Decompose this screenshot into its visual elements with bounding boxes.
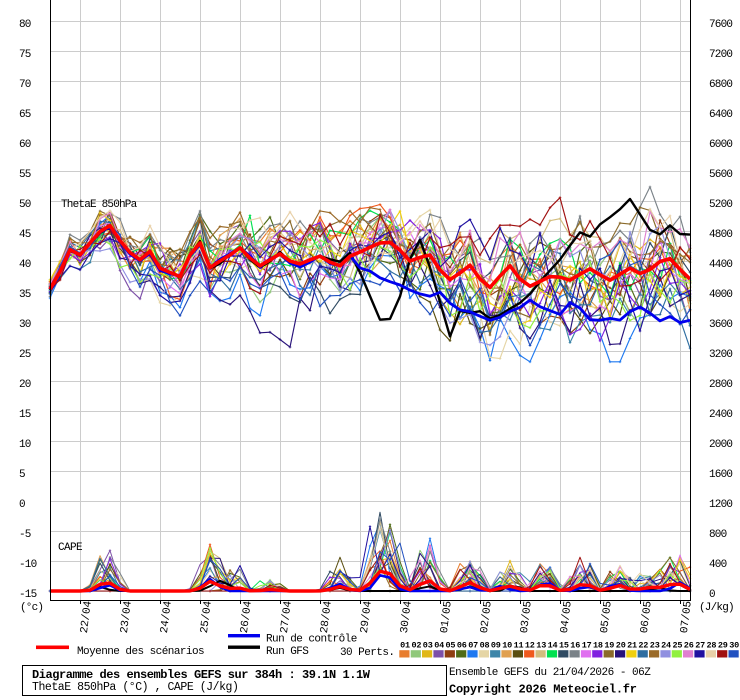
svg-text:17: 17 <box>582 641 592 651</box>
svg-text:60: 60 <box>19 139 31 151</box>
svg-text:20: 20 <box>616 641 626 651</box>
svg-text:22/04: 22/04 <box>79 600 95 634</box>
svg-text:05: 05 <box>446 641 456 651</box>
svg-text:14: 14 <box>548 641 558 651</box>
svg-text:03/05: 03/05 <box>519 601 535 634</box>
svg-text:28/04: 28/04 <box>319 600 335 634</box>
svg-text:04: 04 <box>434 641 444 651</box>
svg-text:15: 15 <box>559 641 569 651</box>
svg-text:22: 22 <box>638 641 648 651</box>
svg-text:5600: 5600 <box>709 169 732 181</box>
svg-text:Diagramme des ensembles GEFS s: Diagramme des ensembles GEFS sur 384h : … <box>32 668 371 682</box>
svg-text:ThetaE 850hPa: ThetaE 850hPa <box>61 199 138 211</box>
svg-text:35: 35 <box>19 289 31 301</box>
svg-text:80: 80 <box>19 19 31 31</box>
svg-text:3200: 3200 <box>709 349 732 361</box>
svg-text:21: 21 <box>627 641 637 651</box>
svg-text:6000: 6000 <box>709 139 732 151</box>
svg-text:01/05: 01/05 <box>439 601 455 634</box>
svg-text:05/05: 05/05 <box>599 601 615 634</box>
svg-text:07/05: 07/05 <box>679 601 695 634</box>
svg-text:6800: 6800 <box>709 79 732 91</box>
svg-text:29: 29 <box>718 641 728 651</box>
svg-text:06/05: 06/05 <box>639 601 655 634</box>
svg-text:2800: 2800 <box>709 379 732 391</box>
svg-text:Run GFS: Run GFS <box>266 646 309 658</box>
svg-text:07: 07 <box>468 641 478 651</box>
svg-text:4800: 4800 <box>709 229 732 241</box>
svg-text:10: 10 <box>502 641 512 651</box>
svg-text:12: 12 <box>525 641 535 651</box>
svg-text:4000: 4000 <box>709 289 732 301</box>
svg-text:1200: 1200 <box>709 499 732 511</box>
svg-text:6400: 6400 <box>709 109 732 121</box>
svg-text:19: 19 <box>604 641 614 651</box>
svg-text:03: 03 <box>423 641 433 651</box>
svg-text:27: 27 <box>695 641 705 651</box>
svg-text:30: 30 <box>19 319 31 331</box>
svg-text:Moyenne des scénarios: Moyenne des scénarios <box>77 646 204 658</box>
svg-text:25: 25 <box>673 641 683 651</box>
svg-text:16: 16 <box>570 641 580 651</box>
svg-text:7600: 7600 <box>709 19 732 31</box>
svg-text:23: 23 <box>650 641 660 651</box>
svg-text:-10: -10 <box>19 559 37 571</box>
svg-text:5: 5 <box>19 469 25 481</box>
svg-text:02: 02 <box>412 641 422 651</box>
svg-text:0: 0 <box>19 499 25 511</box>
svg-text:30: 30 <box>729 641 739 651</box>
svg-text:09: 09 <box>491 641 501 651</box>
svg-text:0: 0 <box>709 589 715 601</box>
svg-text:15: 15 <box>19 409 31 421</box>
svg-text:45: 45 <box>19 229 31 241</box>
svg-text:25/04: 25/04 <box>199 600 215 634</box>
svg-text:11: 11 <box>514 641 524 651</box>
svg-text:Run de contrôle: Run de contrôle <box>266 634 357 646</box>
svg-text:75: 75 <box>19 49 31 61</box>
svg-text:1600: 1600 <box>709 469 732 481</box>
svg-text:24/04: 24/04 <box>159 600 175 634</box>
svg-text:40: 40 <box>19 259 31 271</box>
svg-text:CAPE: CAPE <box>58 542 83 554</box>
svg-text:4400: 4400 <box>709 259 732 271</box>
svg-text:26/04: 26/04 <box>239 600 255 634</box>
svg-text:01: 01 <box>400 641 410 651</box>
svg-text:02/05: 02/05 <box>479 601 495 634</box>
svg-text:800: 800 <box>709 529 727 541</box>
svg-text:5200: 5200 <box>709 199 732 211</box>
svg-text:2000: 2000 <box>709 439 732 451</box>
svg-text:18: 18 <box>593 641 603 651</box>
svg-text:30/04: 30/04 <box>399 600 415 634</box>
svg-text:-5: -5 <box>19 529 31 541</box>
svg-text:30 Perts.: 30 Perts. <box>340 647 394 659</box>
svg-text:50: 50 <box>19 199 31 211</box>
svg-text:2400: 2400 <box>709 409 732 421</box>
svg-text:27/04: 27/04 <box>279 600 295 634</box>
svg-text:29/04: 29/04 <box>359 600 375 634</box>
svg-text:25: 25 <box>19 349 31 361</box>
svg-text:13: 13 <box>536 641 546 651</box>
svg-text:Copyright 2026 Meteociel.fr: Copyright 2026 Meteociel.fr <box>449 683 637 697</box>
svg-text:70: 70 <box>19 79 31 91</box>
svg-text:(J/kg): (J/kg) <box>699 602 734 614</box>
svg-text:06: 06 <box>457 641 467 651</box>
svg-text:26: 26 <box>684 641 694 651</box>
svg-text:04/05: 04/05 <box>559 601 575 634</box>
svg-text:24: 24 <box>661 641 671 651</box>
svg-text:Ensemble GEFS du 21/04/2026 -: Ensemble GEFS du 21/04/2026 - 06Z <box>449 667 651 679</box>
svg-text:08: 08 <box>480 641 490 651</box>
svg-text:3600: 3600 <box>709 319 732 331</box>
svg-text:10: 10 <box>19 439 31 451</box>
svg-text:28: 28 <box>707 641 717 651</box>
svg-text:55: 55 <box>19 169 31 181</box>
svg-text:-15: -15 <box>19 589 37 601</box>
svg-text:400: 400 <box>709 559 727 571</box>
svg-text:65: 65 <box>19 109 31 121</box>
svg-text:20: 20 <box>19 379 31 391</box>
svg-text:23/04: 23/04 <box>119 600 135 634</box>
svg-text:(°c): (°c) <box>20 602 43 614</box>
svg-text:7200: 7200 <box>709 49 732 61</box>
svg-text:ThetaE 850hPa (°C) , CAPE (J/k: ThetaE 850hPa (°C) , CAPE (J/kg) <box>32 681 238 694</box>
